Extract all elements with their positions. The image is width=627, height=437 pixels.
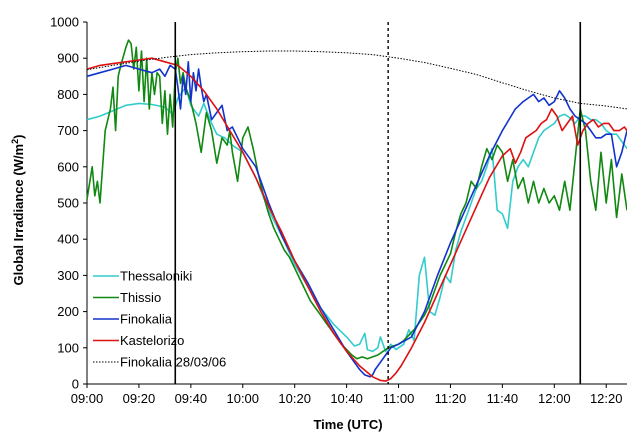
legend: Thessaloniki Thissio Finokalia Kastelorizo F… bbox=[93, 269, 226, 370]
legend-label: Finokalia 28/03/06 bbox=[120, 355, 226, 370]
y-tick-label: 700 bbox=[57, 123, 79, 138]
series-line-finokalia bbox=[86, 60, 627, 378]
series-line-kastelorizo bbox=[86, 57, 627, 382]
x-tick-label: 10:40 bbox=[330, 391, 363, 406]
y-tick-label: 400 bbox=[57, 232, 79, 247]
series-line-thissio bbox=[86, 39, 627, 360]
x-tick-label: 09:20 bbox=[123, 391, 156, 406]
y-tick-label: 500 bbox=[57, 196, 79, 211]
y-axis-label: Global Irradiance (W/m2) bbox=[10, 135, 26, 286]
y-axis-label-superscript: 2 bbox=[10, 139, 20, 144]
x-tick-label: 11:00 bbox=[383, 391, 415, 406]
x-tick-label: 11:20 bbox=[435, 391, 467, 406]
x-tick-label: 09:40 bbox=[175, 391, 208, 406]
series-lines bbox=[86, 39, 627, 382]
y-tick-label: 600 bbox=[57, 159, 79, 174]
x-tick-label: 10:00 bbox=[226, 391, 259, 406]
legend-label: Thessaloniki bbox=[120, 269, 192, 284]
y-tick-label: 100 bbox=[57, 340, 79, 355]
legend-label: Finokalia bbox=[120, 312, 173, 327]
x-tick-label: 09:00 bbox=[71, 391, 104, 406]
y-tick-label: 0 bbox=[72, 377, 79, 392]
y-tick-label: 800 bbox=[57, 87, 79, 102]
legend-label: Kastelorizo bbox=[120, 333, 184, 348]
legend-label: Thissio bbox=[120, 290, 161, 305]
y-tick-label: 900 bbox=[57, 51, 79, 66]
vertical-markers bbox=[174, 22, 582, 384]
chart-frame bbox=[86, 22, 627, 385]
x-tick-label: 12:00 bbox=[538, 391, 571, 406]
series-line-finokalia-28-03-06 bbox=[86, 50, 627, 110]
y-axis-ticks: 0 100 200 300 400 500 600 700 800 900 1000 bbox=[50, 15, 87, 392]
x-tick-label: 10:20 bbox=[278, 391, 311, 406]
y-tick-label: 1000 bbox=[50, 15, 79, 30]
y-axis-label-main: Global Irradiance (W/m bbox=[11, 144, 26, 286]
y-axis-label-end: ) bbox=[11, 135, 26, 139]
y-tick-label: 300 bbox=[57, 268, 79, 283]
x-axis-ticks: 09:00 09:20 09:40 10:00 10:20 10:40 11:00 11:20… bbox=[71, 384, 623, 406]
y-tick-label: 200 bbox=[57, 304, 79, 319]
x-tick-label: 12:20 bbox=[590, 391, 623, 406]
x-axis-label: Time (UTC) bbox=[313, 417, 382, 432]
x-tick-label: 11:40 bbox=[487, 391, 519, 406]
